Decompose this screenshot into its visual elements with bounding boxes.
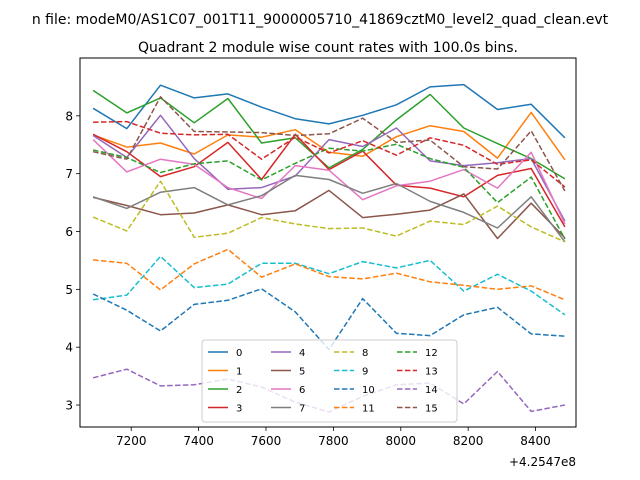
series-line-11: [93, 248, 566, 301]
legend-label-7: 7: [299, 404, 305, 415]
x-tick-label: 7800: [318, 434, 349, 448]
plot-area: 7200 7400 7600 7800 8000 8200 8400 3 4 5 6 7 8: [65, 57, 577, 448]
legend-label-3: 3: [236, 404, 242, 415]
x-tick-label: 8000: [386, 434, 417, 448]
legend-item-2: 2: [208, 385, 242, 396]
legend-label-10: 10: [362, 385, 375, 396]
series-layer: [92, 83, 566, 413]
legend-item-12: 12: [397, 348, 438, 359]
legend-label-6: 6: [299, 385, 305, 396]
series-line-9: [92, 255, 566, 316]
series-line-12: [92, 143, 566, 240]
x-axis-offset-label: +4.2547e8: [509, 455, 576, 469]
series-line-0: [92, 83, 566, 139]
y-tick-label: 4: [65, 341, 73, 355]
y-tick-label: 5: [65, 283, 73, 297]
x-axis: 7200 7400 7600 7800 8000 8200 8400: [116, 427, 551, 448]
legend-item-6: 6: [271, 385, 305, 396]
series-line-6: [92, 139, 566, 225]
legend-label-0: 0: [236, 348, 242, 359]
legend-label-2: 2: [236, 385, 242, 396]
y-tick-label: 3: [65, 399, 73, 413]
x-tick-label: 7200: [116, 434, 147, 448]
legend-item-14: 14: [397, 385, 438, 396]
x-tick-label: 7400: [183, 434, 214, 448]
y-tick-label: 7: [65, 167, 73, 181]
x-tick-label: 7600: [251, 434, 282, 448]
y-axis: 3 4 5 6 7 8: [65, 109, 80, 413]
y-tick-label: 6: [65, 225, 73, 239]
legend-item-10: 10: [334, 385, 375, 396]
series-line-13: [93, 120, 566, 188]
legend-item-8: 8: [334, 348, 368, 359]
y-tick-label: 8: [65, 109, 73, 123]
series-line-15: [92, 96, 566, 192]
series-line-4: [92, 114, 566, 222]
legend-label-13: 13: [425, 367, 438, 378]
legend-label-12: 12: [425, 348, 438, 359]
legend-item-4: 4: [271, 348, 305, 359]
plot-frame: [79, 57, 577, 428]
legend-item-7: 7: [271, 404, 305, 415]
legend-item-1: 1: [208, 367, 242, 378]
legend-item-13: 13: [397, 367, 438, 378]
legend-label-15: 15: [425, 404, 438, 415]
figure-suptitle: n file: modeM0/AS1C07_001T11_9000005710_…: [32, 12, 609, 28]
legend-label-1: 1: [236, 367, 242, 378]
legend-item-3: 3: [208, 404, 242, 415]
legend-item-5: 5: [271, 367, 305, 378]
legend-label-5: 5: [299, 367, 305, 378]
series-line-5: [92, 189, 566, 240]
legend-item-9: 9: [334, 367, 368, 378]
legend-label-9: 9: [362, 367, 368, 378]
legend-item-11: 11: [334, 404, 375, 415]
chart-title: Quadrant 2 module wise count rates with …: [138, 40, 518, 56]
x-tick-label: 8400: [520, 434, 551, 448]
legend-label-14: 14: [425, 385, 438, 396]
series-line-7: [92, 174, 566, 243]
legend-label-4: 4: [299, 348, 305, 359]
legend-label-8: 8: [362, 348, 368, 359]
legend-box: [201, 339, 458, 423]
legend-label-11: 11: [362, 404, 375, 415]
series-line-2: [92, 89, 566, 180]
legend-item-15: 15: [397, 404, 438, 415]
series-line-8: [92, 180, 566, 243]
legend-item-0: 0: [208, 348, 242, 359]
x-tick-label: 8200: [453, 434, 484, 448]
